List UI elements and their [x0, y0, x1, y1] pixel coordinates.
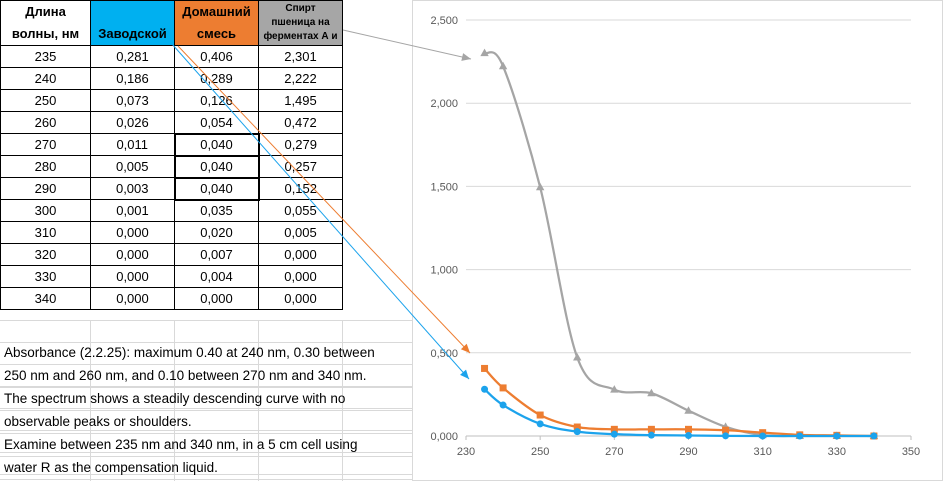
cell-home[interactable]: 0,289 — [174, 67, 259, 90]
data-point — [536, 420, 544, 428]
cell-home[interactable]: 0,040 — [173, 176, 260, 201]
data-point — [647, 431, 655, 439]
data-point — [685, 432, 692, 440]
data-table: Длина волны, нм Заводской Домашний смесь… — [0, 0, 343, 310]
data-point — [870, 432, 878, 440]
cell-spirit[interactable]: 0,005 — [258, 221, 343, 244]
chart-area — [412, 0, 943, 481]
x-tick-label: 330 — [828, 446, 846, 458]
x-tick-label: 230 — [457, 446, 475, 458]
note-line[interactable]: 250 nm and 260 nm, and 0.10 between 270 … — [0, 365, 412, 388]
note-line[interactable]: water R as the compensation liquid. — [0, 457, 412, 480]
x-tick-label: 270 — [605, 446, 623, 458]
cell-wavelength[interactable]: 290 — [0, 177, 91, 200]
header-wavelength-line2: волны, нм — [11, 26, 80, 41]
note-line[interactable]: The spectrum shows a steadily descending… — [0, 388, 412, 411]
header-home-line2: смесь — [196, 26, 237, 41]
cell-spirit[interactable]: 0,000 — [258, 287, 343, 310]
x-tick-label: 250 — [531, 446, 549, 458]
y-tick-label: 2,000 — [430, 98, 458, 110]
data-point — [499, 384, 507, 392]
header-home-line1: Домашний — [182, 4, 251, 19]
data-point — [481, 364, 489, 372]
data-point — [498, 61, 508, 70]
data-point — [573, 428, 581, 436]
y-tick-label: 0,500 — [430, 348, 458, 360]
table-body: 235 0,281 0,406 2,301 240 0,186 0,289 2,222 250 0… — [0, 45, 343, 310]
data-point — [481, 385, 489, 393]
cell-wavelength[interactable]: 270 — [0, 133, 91, 156]
data-point — [480, 48, 489, 57]
table-row: 340 0,000 0,000 0,000 — [0, 287, 343, 310]
header-spirit-line2: пшеница на — [271, 17, 330, 28]
header-wavelength-line1: Длина — [25, 4, 66, 19]
note-line[interactable]: observable peaks or shoulders. — [0, 411, 412, 434]
arrow-factory-head — [460, 369, 469, 379]
note-line[interactable]: Absorbance (2.2.25): maximum 0.40 at 240… — [0, 342, 412, 365]
data-point — [833, 432, 841, 440]
x-tick-label: 350 — [902, 446, 920, 458]
table-row: 270 0,011 0,040 0,279 — [0, 132, 343, 157]
data-point — [610, 425, 618, 433]
table-row: 235 0,281 0,406 2,301 — [0, 45, 343, 68]
note-line[interactable]: Examine between 235 nm and 340 nm, in a … — [0, 434, 412, 457]
y-tick-label: 0,000 — [430, 431, 458, 443]
header-spirit[interactable]: Спирт пшеница на ферментах А и — [258, 0, 343, 46]
data-point — [610, 430, 618, 438]
data-point — [684, 406, 693, 414]
arrow-spirit — [342, 29, 472, 60]
cell-home[interactable]: 0,040 — [173, 154, 260, 179]
header-row: Длина волны, нм Заводской Домашний смесь… — [0, 0, 343, 46]
arrow-spirit-head — [461, 53, 471, 61]
data-point — [722, 432, 730, 440]
data-point — [796, 432, 804, 440]
data-point — [722, 426, 730, 434]
table-row: 260 0,026 0,054 0,472 — [0, 111, 343, 134]
data-point — [536, 411, 544, 419]
cell-home[interactable]: 0,406 — [174, 45, 259, 68]
table-row: 300 0,001 0,035 0,055 — [0, 199, 343, 222]
cell-factory[interactable]: 0,000 — [90, 287, 175, 310]
data-point — [647, 425, 655, 433]
cell-home[interactable]: 0,040 — [173, 132, 260, 157]
data-point — [499, 401, 507, 409]
cell-home[interactable]: 0,054 — [174, 111, 259, 134]
header-home[interactable]: Домашний смесь — [174, 0, 259, 46]
data-point — [535, 182, 545, 191]
cell-factory[interactable]: 0,005 — [90, 155, 175, 178]
header-spirit-line1: Спирт — [285, 3, 316, 14]
data-point — [573, 423, 581, 431]
cell-spirit[interactable]: 0,055 — [258, 199, 343, 222]
cell-spirit[interactable]: 0,279 — [258, 133, 343, 156]
data-point — [610, 385, 619, 393]
header-factory-label: Заводской — [98, 26, 167, 41]
data-point — [647, 388, 656, 397]
table-row: 320 0,000 0,007 0,000 — [0, 243, 343, 266]
header-factory[interactable]: Заводской — [90, 0, 175, 46]
data-point — [759, 432, 767, 440]
notes-block: Absorbance (2.2.25): maximum 0.40 at 240… — [0, 342, 412, 480]
y-tick-label: 2,500 — [430, 15, 458, 27]
x-tick-label: 310 — [753, 446, 771, 458]
header-spirit-line3: ферментах А и — [263, 31, 338, 42]
header-wavelength[interactable]: Длина волны, нм — [0, 0, 91, 46]
table-row: 250 0,073 0,126 1,495 — [0, 89, 343, 112]
arrow-home — [177, 45, 471, 354]
arrow-home-head — [460, 343, 470, 353]
x-tick-label: 290 — [679, 446, 697, 458]
arrow-factory — [171, 43, 470, 380]
y-tick-label: 1,000 — [430, 265, 458, 277]
data-point — [573, 352, 582, 361]
data-point — [685, 425, 692, 433]
y-tick-label: 1,500 — [430, 181, 458, 193]
